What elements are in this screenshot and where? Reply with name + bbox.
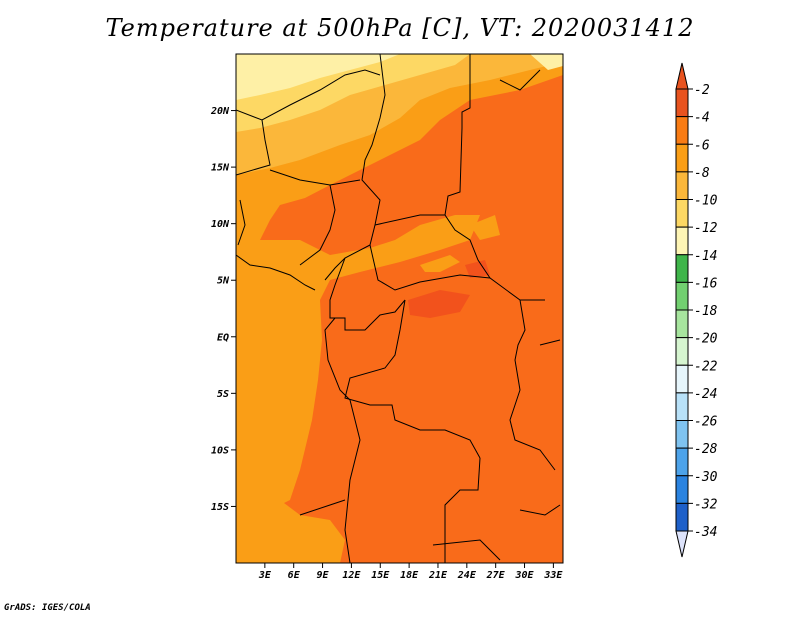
colorbar-swatch — [675, 88, 689, 118]
lon-tick-label: 12E — [342, 570, 361, 581]
lon-tick-label: 33E — [543, 570, 563, 581]
lat-tick-label: 15S — [211, 502, 229, 513]
colorbar-top-arrow — [675, 62, 689, 90]
credit-label: GrADS: IGES/COLA — [4, 603, 91, 613]
colorbar-swatch — [675, 254, 689, 283]
lon-tick-label: 15E — [371, 570, 390, 581]
colorbar-label: -10 — [694, 194, 718, 209]
lon-tick-label: 21E — [428, 570, 448, 581]
colorbar-swatch — [675, 143, 689, 173]
map-title: Temperature at 500hPa [C], VT: 202003141… — [105, 14, 695, 42]
lon-tick-label: 30E — [514, 570, 534, 581]
colorbar-label: -18 — [694, 304, 718, 319]
colorbar-swatch — [675, 337, 689, 366]
colorbar-swatch — [675, 420, 689, 449]
field-warm-patch — [465, 260, 490, 278]
lat-axis: 20N 15N 10N 5N EQ 5S 10S 15S — [210, 106, 236, 513]
map-frame — [235, 53, 564, 564]
lat-tick-label: 5N — [217, 276, 230, 287]
colorbar-label: -4 — [694, 111, 710, 126]
colorbar-label: -20 — [694, 332, 718, 347]
colorbar-label: -26 — [694, 415, 718, 430]
lat-tick-label: 20N — [210, 106, 230, 117]
lon-tick-label: 27E — [486, 570, 506, 581]
colorbar-label: -6 — [694, 138, 710, 153]
lat-tick-label: 10N — [211, 219, 230, 230]
colorbar-label: -22 — [694, 359, 718, 374]
colorbar-label: -28 — [694, 442, 718, 457]
lat-tick-label: 10S — [211, 445, 229, 456]
colorbar-label: -8 — [694, 166, 710, 181]
field-m4-m6-southwest — [236, 500, 345, 563]
colorbar-bottom-arrow — [675, 530, 689, 558]
colorbar-swatch — [675, 309, 689, 339]
field-m4-m6-patch — [470, 215, 500, 240]
colorbar-swatch — [675, 281, 689, 311]
field-m4-m6-patch — [420, 255, 460, 272]
colorbar-label: -16 — [694, 276, 718, 291]
lat-tick-label: 15N — [211, 163, 230, 174]
colorbar-swatch — [675, 502, 689, 532]
colorbar-swatch — [675, 116, 689, 145]
colorbar-swatch — [675, 364, 689, 394]
colorbar: -2 -4 -6 -8 -10 -12 -14 -16 -18 -20 -22 -24 -26 -28 -3… — [675, 62, 718, 558]
country-borders — [236, 54, 561, 563]
colorbar-swatch — [675, 171, 689, 200]
field-warm-patch — [408, 290, 470, 318]
colorbar-swatch — [675, 226, 689, 256]
field-m10-m12 — [236, 54, 400, 100]
colorbar-swatch — [675, 447, 689, 477]
field-m10-m12-ne — [530, 54, 563, 70]
lat-tick-label: 5S — [217, 389, 229, 400]
lon-tick-label: 18E — [400, 570, 419, 581]
colorbar-swatch — [675, 475, 689, 504]
colorbar-label: -34 — [694, 525, 717, 540]
lon-tick-label: 24E — [457, 570, 477, 581]
lon-tick-label: 9E — [317, 570, 330, 581]
field-m4-m6-west — [236, 215, 480, 515]
colorbar-label: -14 — [694, 249, 717, 264]
colorbar-label: -12 — [694, 221, 718, 236]
colorbar-label: -24 — [694, 387, 717, 402]
colorbar-label: -2 — [694, 83, 710, 98]
lon-tick-label: 3E — [258, 570, 272, 581]
colorbar-swatch — [675, 199, 689, 228]
lat-tick-label: EQ — [217, 332, 229, 343]
colorbar-label: -30 — [694, 470, 718, 485]
temperature-field — [236, 54, 563, 563]
lon-tick-label: 6E — [288, 570, 301, 581]
lon-axis: 3E 6E 9E 12E 15E 18E 21E 24E 27E 30E 33E — [258, 563, 563, 581]
colorbar-swatch — [675, 392, 689, 421]
colorbar-label: -32 — [694, 497, 718, 512]
